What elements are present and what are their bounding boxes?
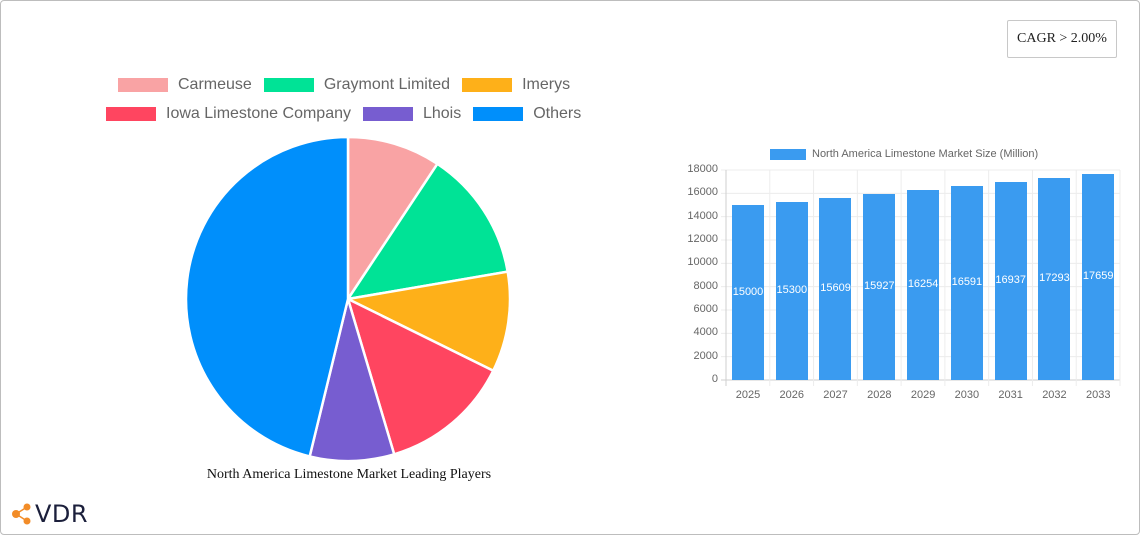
x-axis-tick: 2032 — [1042, 389, 1067, 401]
x-axis-tick: 2028 — [867, 389, 892, 401]
legend-swatch — [106, 107, 156, 121]
legend-item-iowa[interactable]: Iowa Limestone Company — [106, 105, 351, 123]
bar-2026[interactable] — [775, 201, 808, 380]
legend-label: North America Limestone Market Size (Mil… — [812, 148, 1039, 160]
pie-legend-row-1: Carmeuse Graymont Limited Imerys — [118, 76, 582, 94]
legend-label: Lhois — [422, 105, 462, 122]
share-nodes-icon — [12, 503, 31, 525]
legend-item-others[interactable]: Others — [473, 105, 581, 123]
bar-value-label: 15000 — [732, 285, 764, 298]
legend-item-lhois[interactable]: Lhois — [362, 105, 462, 123]
pie-chart-title: North America Limestone Market Leading P… — [206, 467, 492, 482]
bar-2028[interactable] — [863, 194, 896, 380]
y-axis-tick: 16000 — [687, 186, 718, 199]
legend-label: Iowa Limestone Company — [166, 105, 351, 122]
legend-label: Imerys — [522, 76, 571, 93]
y-axis-tick: 18000 — [687, 163, 718, 175]
logo-text: VDR — [35, 500, 89, 528]
bar-2025[interactable] — [731, 205, 764, 380]
pie-slice-carmeuse[interactable] — [346, 135, 440, 304]
y-axis-tick: 6000 — [693, 303, 718, 315]
bar-2029[interactable] — [907, 190, 939, 380]
pie-slice-imerys[interactable] — [343, 270, 512, 373]
legend-item-carmeuse[interactable]: Carmeuse — [118, 76, 252, 94]
bar-legend[interactable]: North America Limestone Market Size (Mil… — [770, 148, 1038, 160]
legend-item-imerys[interactable]: Imerys — [462, 76, 570, 94]
pie-legend-row-2: Iowa Limestone Company Lhois Others — [106, 105, 593, 123]
x-axis-tick: 2025 — [735, 389, 761, 401]
x-axis-tick: 2031 — [998, 389, 1023, 401]
legend-swatch — [473, 107, 524, 121]
legend-swatch — [770, 148, 806, 160]
x-axis-tick: 2026 — [779, 389, 804, 401]
legend-swatch — [362, 107, 413, 121]
legend-label: Carmeuse — [178, 76, 252, 93]
x-axis-tick: 2029 — [910, 389, 936, 401]
legend-label: Graymont Limited — [323, 76, 451, 93]
bar-value-label: 15927 — [864, 280, 895, 293]
bar-value-label: 17659 — [1082, 269, 1114, 282]
bar-value-label: 16937 — [995, 274, 1026, 287]
vdr-logo[interactable]: VDR — [11, 500, 88, 528]
x-axis-tick: 2030 — [954, 389, 980, 401]
bar-value-label: 15609 — [820, 281, 851, 294]
legend-swatch — [118, 78, 168, 92]
y-axis-tick: 14000 — [687, 209, 718, 222]
bar-2032[interactable] — [1038, 178, 1071, 380]
legend-swatch — [263, 78, 314, 92]
legend-swatch — [462, 78, 513, 92]
x-axis-tick: 2033 — [1085, 389, 1111, 401]
y-axis-tick: 2000 — [693, 349, 718, 362]
bar-2033[interactable] — [1082, 173, 1115, 380]
cagr-badge: CAGR > 2.00% — [1007, 20, 1117, 58]
y-axis-tick: 12000 — [687, 233, 718, 245]
y-axis-tick: 0 — [711, 373, 718, 385]
pie-slice-iowa-limestone-company[interactable] — [345, 296, 495, 456]
y-axis-tick: 10000 — [687, 256, 718, 269]
bar-value-label: 16591 — [951, 276, 983, 289]
bar-2030[interactable] — [950, 186, 983, 380]
bar-value-label: 15300 — [776, 283, 808, 296]
y-axis-tick: 4000 — [693, 326, 718, 339]
pie-slice-others[interactable] — [184, 135, 350, 458]
y-axis-tick: 8000 — [693, 279, 718, 292]
pie-chart — [184, 135, 512, 463]
bar-2031[interactable] — [994, 182, 1027, 380]
legend-item-graymont[interactable]: Graymont Limited — [263, 76, 451, 94]
x-axis-tick: 2027 — [823, 389, 848, 401]
pie-slice-graymont-limited[interactable] — [345, 162, 510, 301]
bar-value-label: 17293 — [1039, 272, 1070, 285]
bar-value-label: 16254 — [907, 278, 939, 291]
legend-label: Others — [533, 105, 582, 122]
bar-2027[interactable] — [819, 197, 852, 380]
pie-slice-lhois[interactable] — [308, 294, 396, 463]
